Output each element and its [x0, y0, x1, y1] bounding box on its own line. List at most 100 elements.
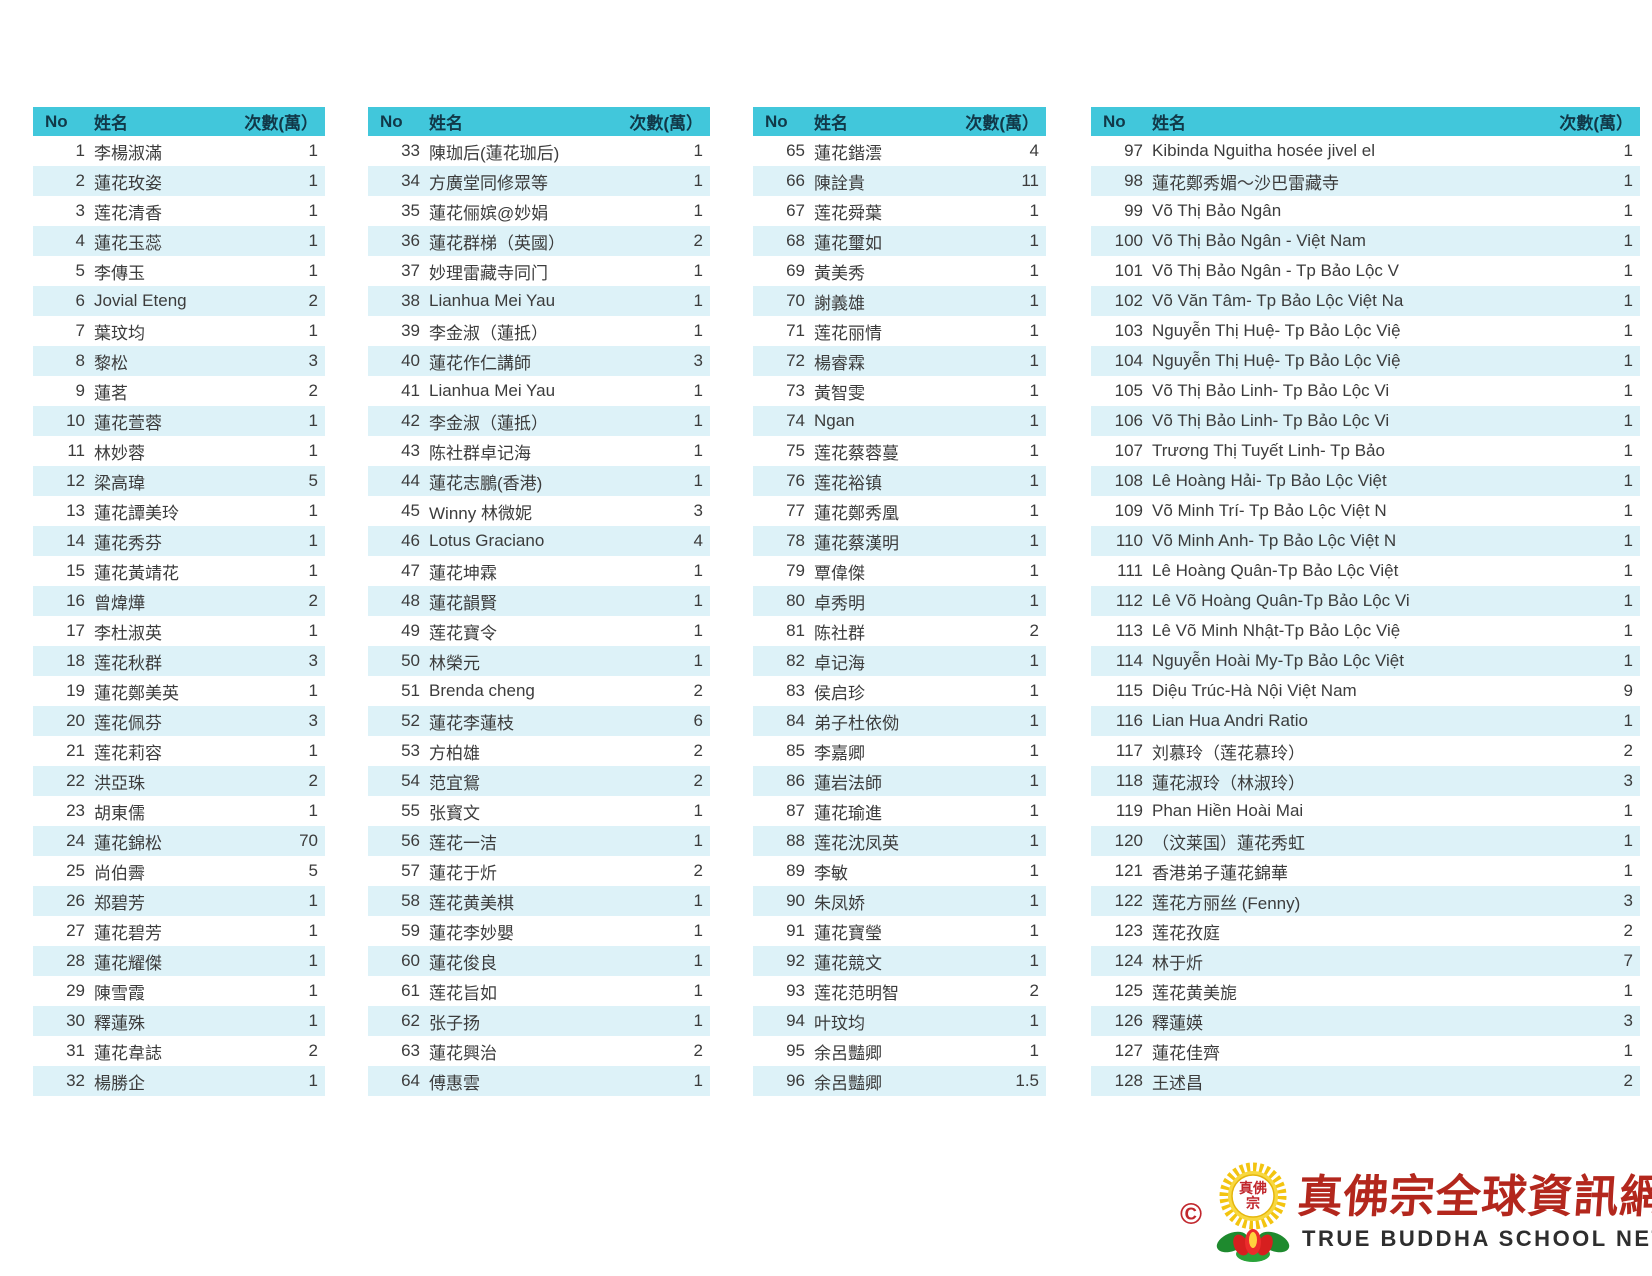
- table-row: 82 卓记海 1: [753, 646, 1046, 676]
- row-number: 50: [401, 651, 420, 670]
- table-row: 55 张寳文 1: [368, 796, 710, 826]
- row-count: 2: [1029, 621, 1039, 640]
- row-name: 莲花黄美棋: [429, 893, 514, 913]
- row-count: 1: [693, 201, 703, 220]
- row-number: 99: [1124, 201, 1143, 220]
- row-number: 72: [786, 351, 805, 370]
- row-count: 1: [308, 891, 318, 910]
- row-name: Lê Hoàng Quân-Tp Bảo Lộc Việt: [1152, 561, 1399, 580]
- row-name: 莲花丽情: [814, 323, 882, 343]
- row-name: 蓮花鄭秀凰: [814, 503, 899, 523]
- row-number: 51: [401, 681, 420, 700]
- row-number: 53: [401, 741, 420, 760]
- row-name: 林榮元: [429, 653, 480, 673]
- row-number: 24: [66, 831, 85, 850]
- table-row: 31 蓮花韋誌 2: [33, 1036, 325, 1066]
- row-count: 4: [1029, 141, 1039, 160]
- row-number: 56: [401, 831, 420, 850]
- table-row: 83 侯启珍 1: [753, 676, 1046, 706]
- row-count: 1: [308, 1071, 318, 1090]
- row-name: 莲花秋群: [94, 653, 162, 673]
- row-number: 9: [75, 381, 85, 400]
- row-number: 28: [66, 951, 85, 970]
- row-number: 77: [786, 501, 805, 520]
- row-name: 覃偉傑: [814, 563, 865, 583]
- table-row: 6 Jovial Eteng 2: [33, 286, 325, 316]
- row-number: 32: [66, 1071, 85, 1090]
- row-number: 63: [401, 1041, 420, 1060]
- row-name: 蓮花坤霖: [429, 563, 497, 583]
- row-name: 莲花沈凤英: [814, 833, 899, 853]
- col-header-count: 次數(萬）: [1559, 114, 1633, 133]
- row-number: 22: [66, 771, 85, 790]
- row-count: 1: [1029, 561, 1039, 580]
- table-row: 126 釋蓮媖 3: [1091, 1006, 1640, 1036]
- table-row: 98 蓮花鄭秀媚～沙巴雷藏寺 1: [1091, 166, 1640, 196]
- table-row: 123 莲花孜庭 2: [1091, 916, 1640, 946]
- row-count: 2: [308, 591, 318, 610]
- row-name: 蓮花譚美玲: [94, 503, 179, 523]
- row-count: 1: [308, 321, 318, 340]
- row-count: 1: [308, 1011, 318, 1030]
- row-number: 29: [66, 981, 85, 1000]
- table-row: 24 蓮花錦松 70: [33, 826, 325, 856]
- table-row: 36 蓮花群梯（英國） 2: [368, 226, 710, 256]
- row-number: 4: [75, 231, 85, 250]
- table-row: 14 蓮花秀芬 1: [33, 526, 325, 556]
- row-count: 1: [308, 801, 318, 820]
- row-count: 1: [1623, 351, 1633, 370]
- row-count: 3: [1623, 891, 1633, 910]
- row-number: 2: [75, 171, 85, 190]
- row-name: 蓮花俪嫔@妙娟: [429, 203, 549, 223]
- row-count: 3: [1623, 1011, 1633, 1030]
- row-number: 76: [786, 471, 805, 490]
- row-count: 1: [693, 621, 703, 640]
- row-count: 1: [308, 561, 318, 580]
- table-row: 12 梁高瑋 5: [33, 466, 325, 496]
- table-row: 10 蓮花萱蓉 1: [33, 406, 325, 436]
- row-number: 6: [75, 291, 85, 310]
- row-name: 蓮茗: [94, 383, 128, 403]
- row-count: 1: [1029, 261, 1039, 280]
- table-row: 103 Nguyễn Thị Huệ- Tp Bảo Lộc Việ 1: [1091, 316, 1640, 346]
- row-number: 95: [786, 1041, 805, 1060]
- row-name: 蓮花韋誌: [94, 1043, 162, 1063]
- row-count: 1: [1623, 561, 1633, 580]
- table-row: 33 陳珈后(蓮花珈后) 1: [368, 136, 710, 166]
- row-count: 1: [693, 381, 703, 400]
- row-name: 莲花范明智: [814, 983, 899, 1003]
- table-header: No 姓名 次數(萬）: [368, 107, 710, 136]
- table-row: 104 Nguyễn Thị Huệ- Tp Bảo Lộc Việ 1: [1091, 346, 1640, 376]
- row-count: 1: [693, 411, 703, 430]
- row-number: 45: [401, 501, 420, 520]
- row-name: 林妙蓉: [94, 443, 145, 463]
- row-count: 1: [1623, 201, 1633, 220]
- row-number: 75: [786, 441, 805, 460]
- table-row: 128 王述昌 2: [1091, 1066, 1640, 1096]
- row-count: 1: [1029, 351, 1039, 370]
- row-count: 1: [1029, 381, 1039, 400]
- table-row: 112 Lê Võ Hoàng Quân-Tp Bảo Lộc Vi 1: [1091, 586, 1640, 616]
- row-number: 101: [1114, 261, 1143, 280]
- row-name: 蓮花黃靖花: [94, 563, 179, 583]
- row-name: 楊勝企: [94, 1073, 145, 1093]
- table-row: 111 Lê Hoàng Quân-Tp Bảo Lộc Việt 1: [1091, 556, 1640, 586]
- row-name: 蓮花耀傑: [94, 953, 162, 973]
- row-number: 35: [401, 201, 420, 220]
- row-number: 84: [786, 711, 805, 730]
- col-header-no: No: [380, 111, 403, 131]
- col-header-no: No: [45, 111, 68, 131]
- row-name: 蓮花秀芬: [94, 533, 162, 553]
- row-name: 方廣堂同修眾等: [429, 173, 548, 193]
- row-count: 3: [308, 651, 318, 670]
- row-name: Lê Hoàng Hải- Tp Bảo Lộc Việt: [1152, 471, 1387, 490]
- row-number: 109: [1114, 501, 1143, 520]
- row-count: 1: [1623, 531, 1633, 550]
- row-count: 70: [299, 831, 318, 850]
- row-number: 103: [1114, 321, 1143, 340]
- row-number: 18: [66, 651, 85, 670]
- row-number: 86: [786, 771, 805, 790]
- row-count: 1: [1623, 981, 1633, 1000]
- col-header-no: No: [765, 111, 788, 131]
- row-count: 1: [308, 231, 318, 250]
